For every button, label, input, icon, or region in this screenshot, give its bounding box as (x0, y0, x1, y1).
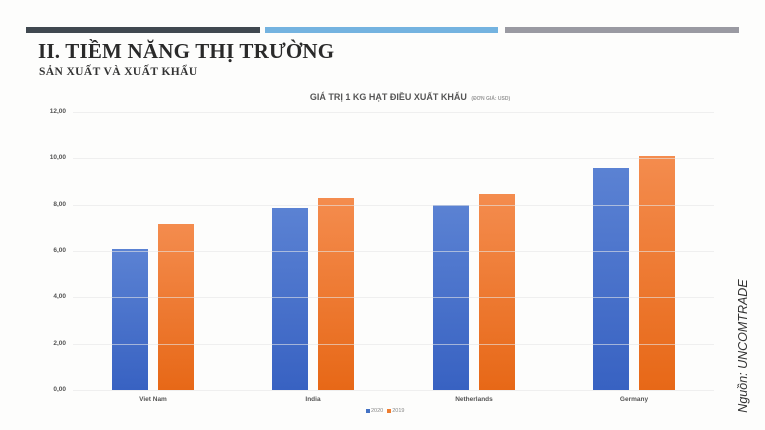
chart-title-unit: (ĐƠN GIÁ: USD) (471, 96, 511, 102)
x-category-label: Germany (619, 396, 649, 403)
chart-title: GIÁ TRỊ 1 KG HẠT ĐIỀU XUẤT KHẨU (ĐƠN GIÁ… (0, 92, 765, 102)
legend-item-2020: 2020 (366, 408, 383, 414)
legend-label: 2020 (371, 408, 384, 414)
bar-2019-germany (639, 156, 675, 390)
gridline (73, 251, 714, 252)
bar-2019-viet-nam (158, 224, 194, 390)
bar-2020-viet-nam (112, 249, 148, 390)
bar-2019-netherlands (479, 194, 515, 390)
y-tick-label: 12,00 (49, 108, 66, 115)
y-tick-label: 10,00 (49, 154, 66, 161)
x-category-label: Netherlands (455, 396, 493, 403)
gridline (73, 297, 714, 298)
gridline (73, 390, 714, 391)
gridline (73, 344, 714, 345)
x-category-label: India (305, 396, 321, 403)
top-bar-dark (26, 27, 260, 33)
slide-subtitle: SẢN XUẤT VÀ XUẤT KHẨU (39, 66, 198, 78)
x-category-label: Viet Nam (139, 396, 167, 403)
source-note: Nguồn: UNCOMTRADE (736, 279, 750, 413)
y-tick-label: 6,00 (53, 247, 66, 254)
chart-legend: 2020 2019 (366, 408, 405, 414)
bar-2019-india (318, 198, 354, 390)
bar-2020-germany (593, 168, 629, 390)
bar-2020-india (272, 208, 308, 390)
y-tick-label: 0,00 (53, 386, 66, 393)
top-bar-blue (265, 27, 498, 33)
gridline (73, 158, 714, 159)
top-bar-gray (505, 27, 739, 33)
y-tick-label: 2,00 (53, 340, 66, 347)
chart-title-text: GIÁ TRỊ 1 KG HẠT ĐIỀU XUẤT KHẨU (309, 92, 467, 102)
y-tick-label: 4,00 (53, 293, 66, 300)
legend-swatch (387, 408, 392, 413)
slide-title: II. TIỀM NĂNG THỊ TRƯỜNG (38, 39, 335, 63)
legend-item-2019: 2019 (387, 408, 405, 414)
gridline (73, 205, 714, 206)
y-tick-label: 8,00 (53, 201, 66, 208)
gridline (73, 112, 714, 113)
legend-swatch (366, 408, 370, 413)
legend-label: 2019 (392, 408, 405, 414)
